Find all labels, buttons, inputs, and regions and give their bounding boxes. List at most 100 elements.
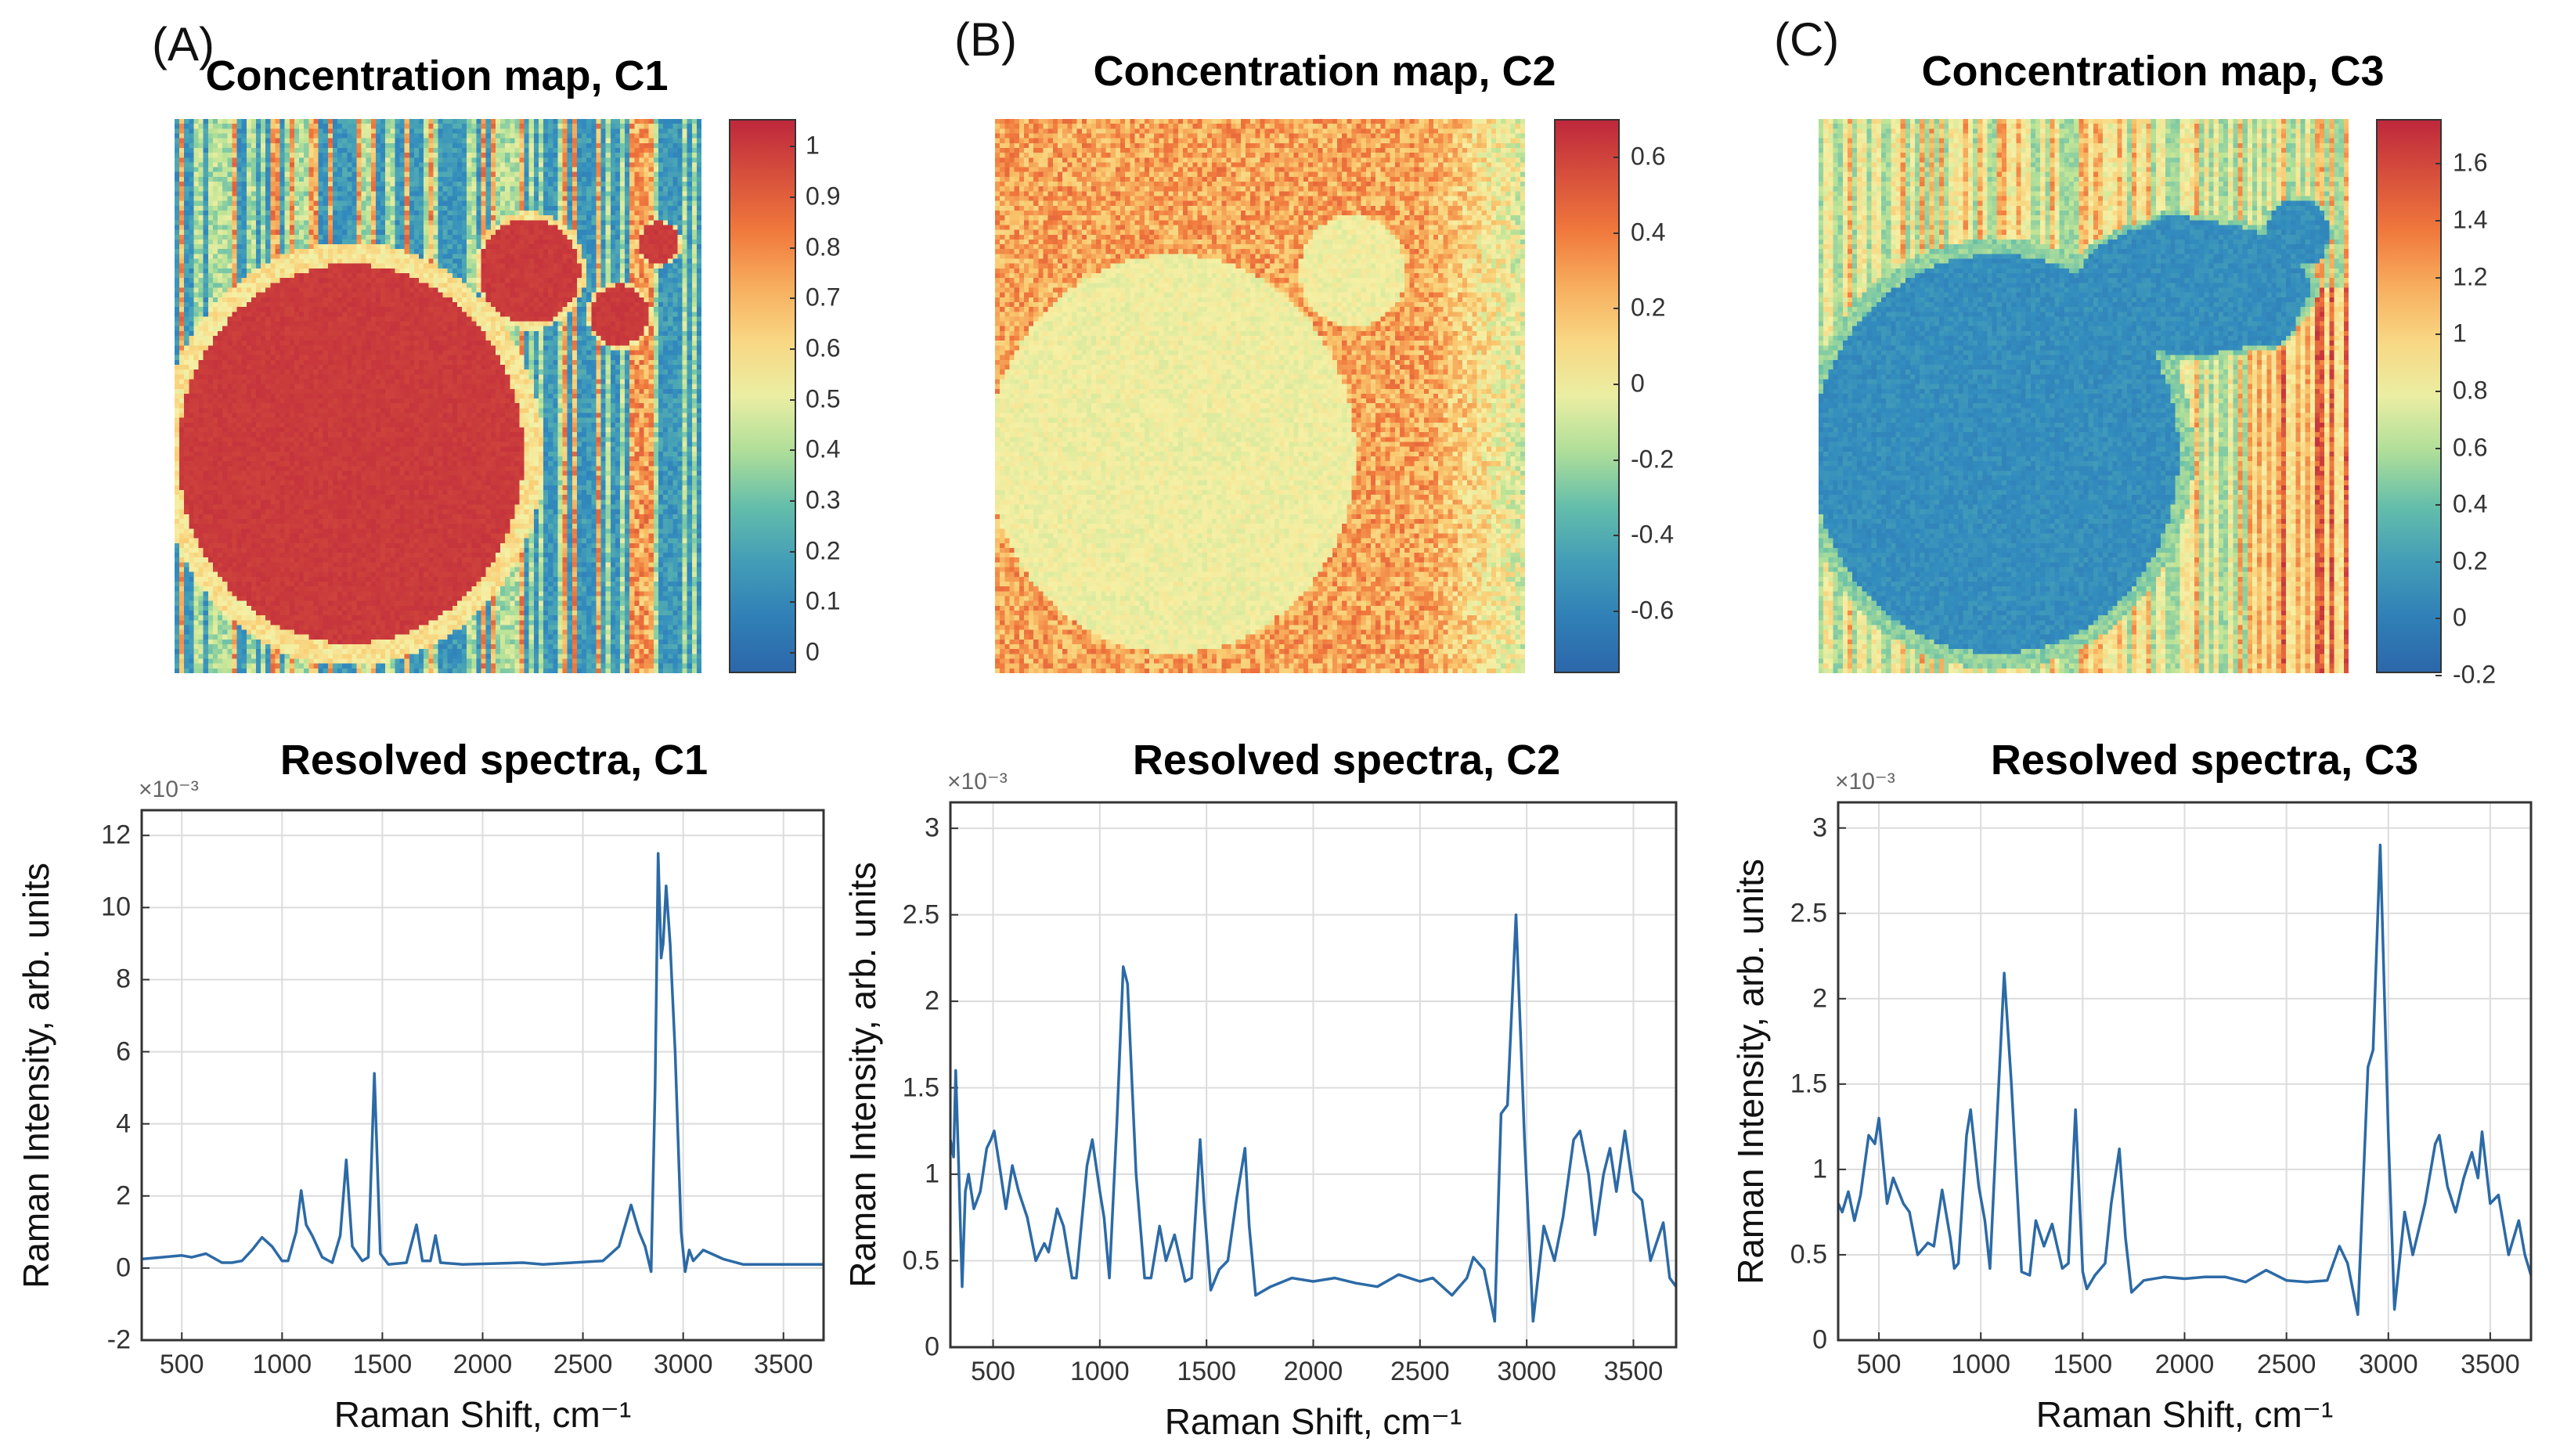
panel-label-a: (A) (152, 18, 215, 70)
y-multiplier-label: ×10⁻³ (1835, 769, 1895, 795)
panel-label-b: (B) (954, 13, 1017, 66)
colorbar-tick-label: 0.4 (806, 434, 841, 463)
x-tick-label: 3000 (653, 1350, 713, 1379)
map-title-c2: Concentration map, C2 (1093, 48, 1556, 95)
y-tick-label: 10 (101, 892, 131, 922)
y-tick-label: 1.5 (902, 1072, 939, 1103)
colorbar-c3: 1.6 1.4 1.2 1 0.8 0.6 0.4 0.2 0 -0.2 (2376, 119, 2496, 689)
x-tick-label: 1000 (1070, 1357, 1130, 1386)
colorbar-tick-label: 1.4 (2453, 205, 2488, 234)
colorbar-tick-mark (1613, 459, 1620, 461)
colorbar-tick-label: 0.6 (2453, 433, 2488, 462)
x-tick-label: 3500 (1603, 1357, 1664, 1386)
colorbar-tick-mark (790, 196, 796, 198)
x-tick-label: 3500 (2461, 1350, 2520, 1379)
colorbar-tick-mark (1613, 535, 1620, 537)
x-tick-label: 2500 (1390, 1357, 1450, 1386)
y-axis-label: Raman Intensity, arb. units (1730, 858, 1771, 1285)
x-axis-label: Raman Shift, cm⁻¹ (2035, 1394, 2334, 1435)
x-tick-label: 2000 (1283, 1357, 1343, 1386)
colorbar-tick-label: -0.4 (1631, 520, 1675, 549)
colorbar-tick-mark (790, 297, 796, 300)
y-tick-label: 0.5 (902, 1245, 939, 1276)
x-tick-label: 1500 (2053, 1350, 2113, 1379)
axes-frame (1837, 801, 2533, 1342)
colorbar-tick-mark (1613, 610, 1620, 612)
colorbar-tick-mark (1613, 156, 1620, 158)
x-tick-label: 2000 (452, 1350, 513, 1379)
spectra-title-c2: Resolved spectra, C2 (1132, 737, 1561, 784)
x-tick-label: 1500 (1177, 1357, 1236, 1386)
y-multiplier-label: ×10⁻³ (139, 777, 199, 802)
colorbar-tick-label: 0.4 (1631, 218, 1666, 247)
spectra-title-c3: Resolved spectra, C3 (1990, 737, 2419, 784)
colorbar-tick-mark (2435, 220, 2442, 222)
plot-area (1837, 801, 2533, 1342)
map-title-c1: Concentration map, C1 (205, 52, 669, 99)
colorbar-tick-label: 0.5 (806, 384, 841, 413)
x-axis-label: Raman Shift, cm⁻¹ (1164, 1401, 1462, 1442)
axes-frame (949, 801, 1678, 1349)
colorbar-tick-label: 1.6 (2453, 148, 2488, 177)
colorbar-tick-label: 0.2 (2453, 546, 2488, 575)
x-tick-label: 2000 (2154, 1350, 2215, 1379)
colorbar-tick-label: -0.6 (1631, 596, 1675, 625)
plot-area (949, 801, 1678, 1349)
y-tick-label: 1.5 (1790, 1069, 1827, 1099)
map-title-c3: Concentration map, C3 (1921, 48, 2385, 95)
x-tick-label: 1000 (252, 1350, 312, 1379)
colorbar-tick-label: 0 (1631, 369, 1645, 398)
colorbar-tick-mark (790, 247, 796, 249)
colorbar-tick-mark (790, 146, 796, 148)
colorbar-tick-mark (2435, 675, 2442, 676)
spectra-plot-c1: 500 1000 1500 2000 2500 3000 3500 -2 0 2 4 6 8 10 12 ×1… (16, 777, 825, 1435)
y-tick-label: 1 (925, 1159, 939, 1189)
colorbar-tick-mark (2435, 163, 2442, 165)
spectra-title-c1: Resolved spectra, C1 (279, 737, 708, 784)
plot-area (140, 809, 825, 1342)
axes-frame (140, 809, 825, 1342)
y-tick-label: 8 (116, 964, 131, 994)
y-tick-label: 3 (1812, 813, 1827, 843)
colorbar-tick-label: 0.8 (2453, 376, 2488, 405)
colorbar-tick-mark (2435, 333, 2442, 336)
colorbar-c1: 0 0.1 0.2 0.3 0.4 0.5 0.6 0.7 0.8 0.9 1 (729, 119, 840, 673)
colorbar-tick-label: 0 (2453, 603, 2467, 632)
x-tick-label: 1000 (1951, 1350, 2011, 1379)
concentration-map-c2 (995, 119, 1525, 673)
concentration-map-c1 (175, 119, 701, 673)
colorbar-tick-mark (2435, 447, 2442, 449)
colorbar-tick-label: -0.2 (2453, 660, 2497, 689)
colorbar-tick-mark (790, 449, 796, 452)
colorbar-tick-label: 0 (806, 637, 820, 666)
colorbar-tick-mark (790, 601, 796, 604)
x-tick-label: 1500 (352, 1350, 413, 1379)
colorbar-tick-mark (2435, 504, 2442, 506)
y-tick-label: 3 (925, 813, 939, 843)
colorbar-tick-mark (790, 348, 796, 350)
y-tick-label: 0.5 (1790, 1239, 1827, 1270)
colorbar-tick-mark (790, 651, 796, 654)
y-tick-label: 0 (1812, 1324, 1827, 1355)
spectrum-line (949, 913, 1678, 1323)
x-tick-label: 500 (1856, 1350, 1902, 1379)
spectra-plot-c3: 500 1000 1500 2000 2500 3000 3500 0 0.5 1 1.5 2 2.5 3… (1730, 769, 2533, 1435)
colorbar-tick-mark (790, 499, 796, 502)
y-tick-label: 6 (116, 1036, 131, 1067)
colorbar-tick-label: 0.6 (806, 333, 841, 362)
spectrum-line (1837, 843, 2533, 1317)
colorbar-tick-mark (1613, 308, 1620, 310)
x-tick-label: 2500 (553, 1350, 613, 1379)
x-tick-label: 3500 (753, 1350, 813, 1379)
colorbar-tick-label: 1.2 (2453, 262, 2488, 291)
x-tick-label: 2500 (2256, 1350, 2316, 1379)
colorbar-tick-mark (2435, 618, 2442, 620)
colorbar-tick-label: 1 (806, 131, 820, 160)
y-tick-label: 2 (925, 986, 939, 1016)
x-tick-label: 3000 (2358, 1350, 2418, 1379)
y-tick-label: 2.5 (902, 899, 939, 930)
colorbar-c2: 0.6 0.4 0.2 0 -0.2 -0.4 -0.6 (1554, 119, 1674, 673)
x-tick-label: 500 (971, 1357, 1015, 1386)
colorbar-tick-label: 0.6 (1631, 142, 1666, 171)
y-axis-label: Raman Intensity, arb. units (842, 862, 883, 1288)
